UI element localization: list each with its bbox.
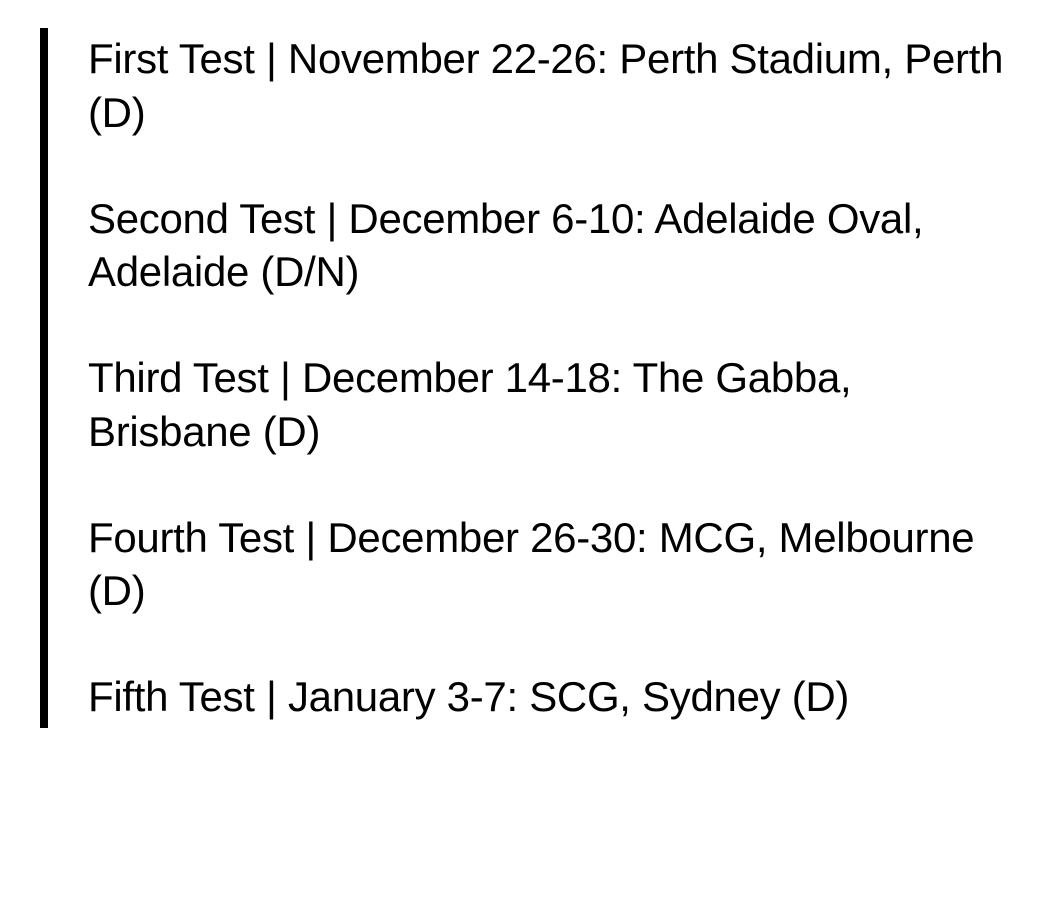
test-entry: First Test | November 22-26: Perth Stadi… xyxy=(88,32,1022,140)
test-entry: Third Test | December 14-18: The Gabba, … xyxy=(88,351,1022,459)
test-schedule-list: First Test | November 22-26: Perth Stadi… xyxy=(40,28,1022,728)
test-entry: Fifth Test | January 3-7: SCG, Sydney (D… xyxy=(88,670,1022,724)
test-entry: Fourth Test | December 26-30: MCG, Melbo… xyxy=(88,511,1022,619)
test-entry: Second Test | December 6-10: Adelaide Ov… xyxy=(88,192,1022,300)
